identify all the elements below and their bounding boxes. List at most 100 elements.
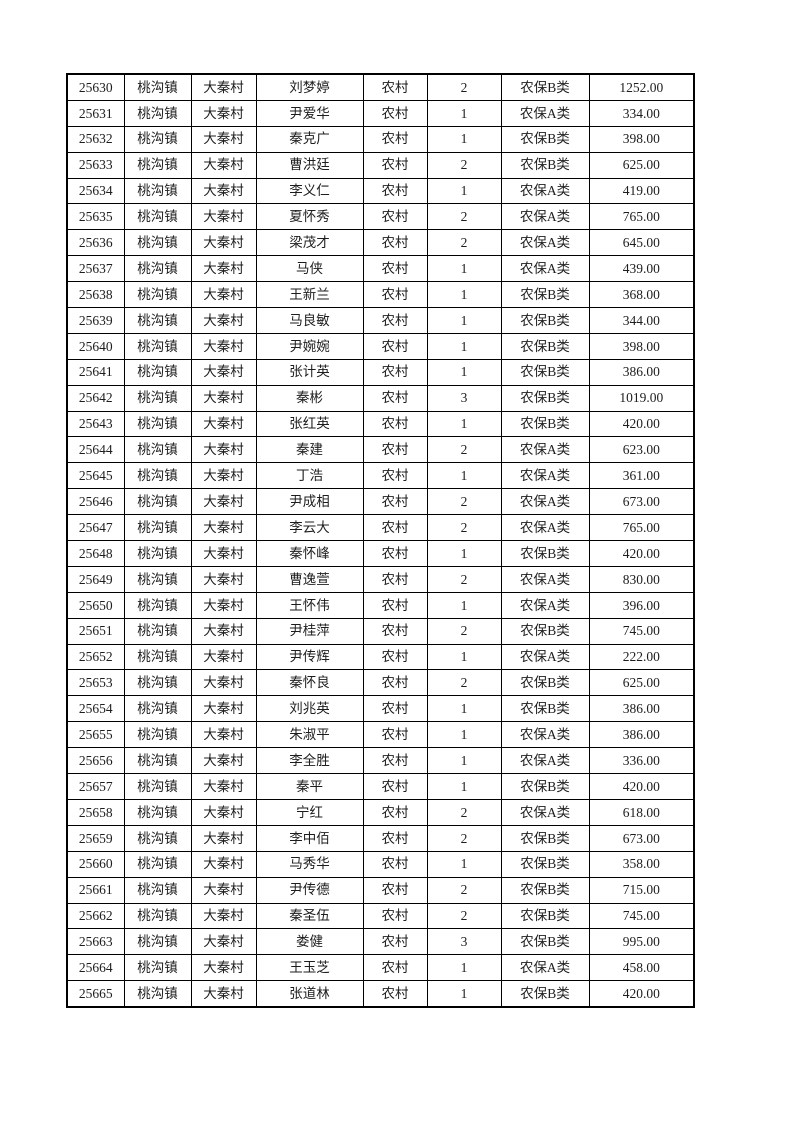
cell-village: 大秦村 (190, 591, 257, 619)
cell-serial-number: 25647 (66, 514, 125, 542)
cell-insurance-class: 农保B类 (500, 669, 590, 697)
cell-name: 李中佰 (255, 824, 364, 852)
table-row: 25659 桃沟镇 大秦村 李中佰 农村 2 农保B类 673.00 (66, 824, 695, 852)
table-row: 25656 桃沟镇 大秦村 李全胜 农村 1 农保A类 336.00 (66, 747, 695, 775)
cell-insurance-class: 农保B类 (500, 73, 590, 101)
cell-name: 尹传辉 (255, 643, 364, 671)
cell-serial-number: 25637 (66, 255, 125, 283)
cell-amount: 625.00 (588, 151, 695, 179)
cell-name: 秦平 (255, 773, 364, 800)
table-row: 25651 桃沟镇 大秦村 尹桂萍 农村 2 农保B类 745.00 (66, 617, 695, 645)
cell-insurance-class: 农保B类 (500, 410, 590, 438)
cell-household-type: 农村 (362, 824, 428, 852)
cell-serial-number: 25645 (66, 462, 125, 490)
cell-name: 张计英 (255, 358, 364, 386)
cell-village: 大秦村 (190, 643, 257, 671)
cell-amount: 420.00 (588, 540, 695, 567)
cell-town: 桃沟镇 (123, 462, 192, 490)
cell-amount: 361.00 (588, 462, 695, 490)
table-row: 25645 桃沟镇 大秦村 丁浩 农村 1 农保A类 361.00 (66, 462, 695, 490)
cell-village: 大秦村 (190, 514, 257, 542)
table-row: 25650 桃沟镇 大秦村 王怀伟 农村 1 农保A类 396.00 (66, 591, 695, 619)
cell-village: 大秦村 (190, 255, 257, 283)
cell-insurance-class: 农保B类 (500, 358, 590, 386)
cell-insurance-class: 农保B类 (500, 125, 590, 153)
cell-insurance-class: 农保B类 (500, 824, 590, 852)
cell-household-type: 农村 (362, 99, 428, 127)
cell-person-count: 1 (426, 721, 502, 749)
cell-town: 桃沟镇 (123, 591, 192, 619)
cell-village: 大秦村 (190, 436, 257, 464)
table-row: 25657 桃沟镇 大秦村 秦平 农村 1 农保B类 420.00 (66, 773, 695, 800)
cell-amount: 386.00 (588, 721, 695, 749)
cell-town: 桃沟镇 (123, 410, 192, 438)
cell-village: 大秦村 (190, 332, 257, 360)
cell-person-count: 1 (426, 307, 502, 334)
cell-amount: 222.00 (588, 643, 695, 671)
cell-household-type: 农村 (362, 229, 428, 257)
cell-insurance-class: 农保B类 (500, 384, 590, 412)
cell-town: 桃沟镇 (123, 255, 192, 283)
cell-name: 张红英 (255, 410, 364, 438)
table-row: 25665 桃沟镇 大秦村 张道林 农村 1 农保B类 420.00 (66, 980, 695, 1008)
cell-town: 桃沟镇 (123, 514, 192, 542)
cell-household-type: 农村 (362, 591, 428, 619)
cell-name: 夏怀秀 (255, 203, 364, 231)
cell-household-type: 农村 (362, 462, 428, 490)
cell-person-count: 1 (426, 643, 502, 671)
cell-person-count: 2 (426, 514, 502, 542)
cell-village: 大秦村 (190, 747, 257, 775)
cell-household-type: 农村 (362, 358, 428, 386)
cell-insurance-class: 农保A类 (500, 565, 590, 593)
cell-household-type: 农村 (362, 928, 428, 956)
cell-town: 桃沟镇 (123, 488, 192, 516)
cell-village: 大秦村 (190, 462, 257, 490)
cell-serial-number: 25662 (66, 902, 125, 930)
cell-household-type: 农村 (362, 281, 428, 309)
cell-town: 桃沟镇 (123, 850, 192, 878)
cell-insurance-class: 农保B类 (500, 617, 590, 645)
cell-insurance-class: 农保A类 (500, 591, 590, 619)
cell-household-type: 农村 (362, 617, 428, 645)
table-row: 25641 桃沟镇 大秦村 张计英 农村 1 农保B类 386.00 (66, 358, 695, 386)
cell-serial-number: 25665 (66, 980, 125, 1008)
cell-household-type: 农村 (362, 488, 428, 516)
cell-amount: 745.00 (588, 617, 695, 645)
cell-insurance-class: 农保B类 (500, 902, 590, 930)
cell-serial-number: 25648 (66, 540, 125, 567)
cell-name: 王新兰 (255, 281, 364, 309)
cell-serial-number: 25631 (66, 99, 125, 127)
cell-name: 李云大 (255, 514, 364, 542)
cell-person-count: 1 (426, 695, 502, 723)
cell-amount: 623.00 (588, 436, 695, 464)
cell-village: 大秦村 (190, 307, 257, 334)
cell-insurance-class: 农保B类 (500, 695, 590, 723)
table-body: 25630 桃沟镇 大秦村 刘梦婷 农村 2 农保B类 1252.00 25631 桃沟镇 大秦村尹… (66, 73, 695, 1008)
cell-household-type: 农村 (362, 332, 428, 360)
table-row: 25640 桃沟镇 大秦村 尹婉婉 农村 1 农保B类 398.00 (66, 332, 695, 360)
cell-name: 娄健 (255, 928, 364, 956)
cell-insurance-class: 农保B类 (500, 773, 590, 800)
cell-person-count: 1 (426, 125, 502, 153)
cell-amount: 336.00 (588, 747, 695, 775)
table-row: 25660 桃沟镇 大秦村 马秀华 农村 1 农保B类 358.00 (66, 850, 695, 878)
cell-town: 桃沟镇 (123, 721, 192, 749)
table-row: 25636 桃沟镇 大秦村 梁茂才 农村 2 农保A类 645.00 (66, 229, 695, 257)
cell-person-count: 2 (426, 824, 502, 852)
cell-serial-number: 25652 (66, 643, 125, 671)
cell-person-count: 2 (426, 488, 502, 516)
table-row: 25642 桃沟镇 大秦村 秦彬 农村 3 农保B类 1019.00 (66, 384, 695, 412)
table-row: 25653 桃沟镇 大秦村 秦怀良 农村 2 农保B类 625.00 (66, 669, 695, 697)
cell-household-type: 农村 (362, 436, 428, 464)
cell-amount: 386.00 (588, 358, 695, 386)
cell-amount: 458.00 (588, 954, 695, 982)
cell-insurance-class: 农保B类 (500, 850, 590, 878)
cell-amount: 419.00 (588, 177, 695, 205)
table-row: 25630 桃沟镇 大秦村 刘梦婷 农村 2 农保B类 1252.00 (66, 73, 695, 101)
cell-town: 桃沟镇 (123, 307, 192, 334)
cell-amount: 765.00 (588, 203, 695, 231)
cell-amount: 344.00 (588, 307, 695, 334)
cell-person-count: 2 (426, 229, 502, 257)
cell-household-type: 农村 (362, 177, 428, 205)
